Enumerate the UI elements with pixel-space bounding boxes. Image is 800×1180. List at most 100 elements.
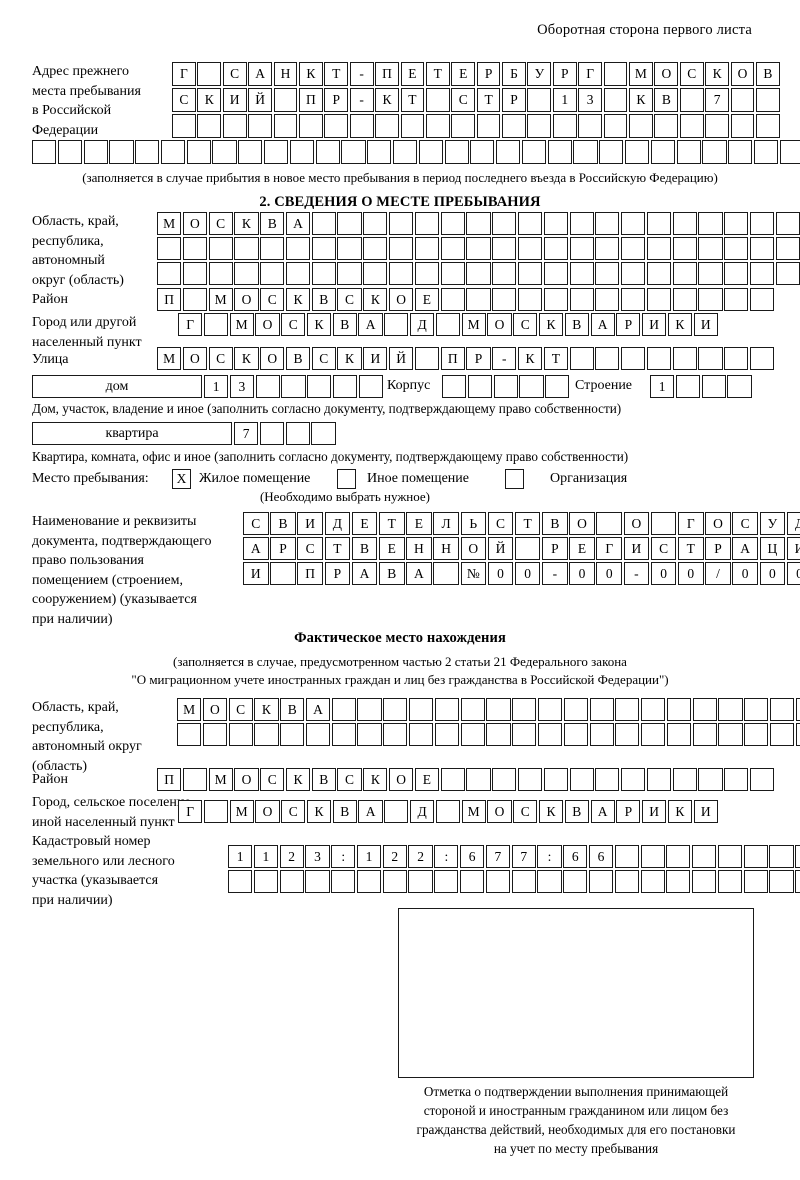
form-cell[interactable] — [615, 723, 640, 746]
form-cell[interactable] — [650, 512, 677, 535]
form-cell[interactable]: О — [569, 512, 595, 535]
form-cell[interactable] — [384, 800, 409, 823]
form-cell[interactable] — [234, 262, 259, 285]
form-cell[interactable] — [749, 212, 775, 235]
form-cell[interactable]: Т — [514, 512, 541, 535]
form-cell[interactable]: Р — [324, 562, 351, 585]
form-cell[interactable] — [730, 88, 755, 112]
form-cell[interactable] — [254, 723, 279, 746]
form-cell[interactable] — [496, 140, 521, 164]
form-cell[interactable]: О — [255, 313, 280, 336]
form-cell[interactable] — [749, 768, 775, 791]
form-cell[interactable] — [724, 262, 749, 285]
form-cell[interactable] — [492, 288, 517, 311]
form-cell[interactable] — [337, 212, 362, 235]
form-cell[interactable]: М — [461, 313, 486, 336]
form-cell[interactable]: : — [331, 845, 356, 868]
form-cell[interactable]: В — [311, 768, 336, 791]
form-cell[interactable] — [197, 62, 222, 86]
form-cell[interactable]: И — [222, 88, 247, 112]
form-cell[interactable] — [349, 114, 374, 138]
form-cell[interactable] — [408, 870, 433, 893]
form-cell[interactable]: 0 — [759, 562, 786, 585]
form-cell[interactable] — [208, 262, 233, 285]
form-cell[interactable]: К — [667, 313, 693, 336]
form-cell[interactable] — [672, 288, 697, 311]
form-cell[interactable] — [743, 845, 768, 868]
form-cell[interactable] — [698, 288, 723, 311]
form-cell[interactable]: 0 — [732, 562, 758, 585]
form-cell[interactable] — [486, 698, 511, 721]
form-cell[interactable]: Т — [678, 537, 704, 560]
form-cell[interactable] — [331, 698, 356, 721]
form-cell[interactable]: О — [487, 313, 512, 336]
form-cell[interactable]: Г — [172, 62, 196, 86]
form-cell[interactable]: Е — [378, 537, 405, 560]
form-cell[interactable]: Р — [616, 800, 641, 823]
form-cell[interactable] — [769, 723, 795, 746]
form-cell[interactable] — [389, 262, 414, 285]
form-cell[interactable]: Д — [324, 512, 351, 535]
form-cell[interactable]: 1 — [650, 375, 675, 398]
form-cell[interactable]: С — [260, 288, 285, 311]
form-cell[interactable]: В — [332, 313, 357, 336]
form-cell[interactable] — [646, 288, 672, 311]
form-cell[interactable]: Т — [324, 62, 349, 86]
form-cell[interactable]: 0 — [487, 562, 514, 585]
form-cell[interactable] — [727, 375, 752, 398]
form-cell[interactable] — [160, 140, 186, 164]
form-cell[interactable] — [444, 140, 469, 164]
form-cell[interactable] — [383, 723, 408, 746]
form-cell[interactable]: О — [234, 288, 259, 311]
form-cell[interactable] — [666, 698, 692, 721]
form-cell[interactable] — [563, 698, 588, 721]
form-cell[interactable]: Р — [270, 537, 296, 560]
form-cell[interactable]: Т — [378, 512, 405, 535]
form-cell[interactable]: Е — [351, 512, 378, 535]
form-cell[interactable]: И — [363, 347, 388, 370]
form-cell[interactable]: В — [654, 88, 679, 112]
form-cell[interactable] — [182, 262, 207, 285]
form-cell[interactable] — [724, 237, 749, 260]
form-cell[interactable] — [517, 262, 543, 285]
form-cell[interactable] — [363, 237, 388, 260]
form-cell[interactable]: О — [182, 347, 207, 370]
form-cell[interactable] — [285, 262, 311, 285]
form-cell[interactable]: У — [527, 62, 552, 86]
form-cell[interactable] — [337, 237, 362, 260]
form-cell[interactable]: П — [157, 768, 182, 791]
form-cell[interactable]: В — [332, 800, 357, 823]
form-cell[interactable]: Е — [414, 288, 439, 311]
form-cell[interactable] — [641, 698, 666, 721]
form-cell[interactable]: 0 — [678, 562, 704, 585]
form-cell[interactable] — [629, 114, 653, 138]
form-cell[interactable]: М — [208, 288, 233, 311]
form-cell[interactable] — [182, 768, 207, 791]
form-cell[interactable]: А — [358, 800, 383, 823]
form-cell[interactable] — [493, 375, 518, 398]
form-cell[interactable] — [440, 288, 465, 311]
form-cell[interactable] — [795, 723, 800, 746]
form-cell[interactable] — [603, 88, 628, 112]
form-cell[interactable] — [646, 212, 672, 235]
form-cell[interactable]: В — [311, 288, 336, 311]
form-cell[interactable] — [440, 262, 465, 285]
form-cell[interactable] — [698, 347, 723, 370]
form-cell[interactable] — [563, 870, 588, 893]
form-cell[interactable] — [755, 114, 780, 138]
form-cell[interactable]: 0 — [514, 562, 541, 585]
form-cell[interactable]: С — [243, 512, 269, 535]
form-cell[interactable] — [666, 845, 691, 868]
form-cell[interactable] — [285, 237, 311, 260]
form-cell[interactable] — [512, 723, 537, 746]
form-cell[interactable]: Б — [502, 62, 526, 86]
form-cell[interactable]: П — [298, 88, 323, 112]
form-cell[interactable] — [259, 422, 284, 445]
form-cell[interactable] — [492, 262, 517, 285]
form-cell[interactable] — [203, 800, 228, 823]
form-cell[interactable]: С — [281, 800, 306, 823]
form-cell[interactable] — [363, 262, 388, 285]
form-cell[interactable] — [621, 262, 646, 285]
